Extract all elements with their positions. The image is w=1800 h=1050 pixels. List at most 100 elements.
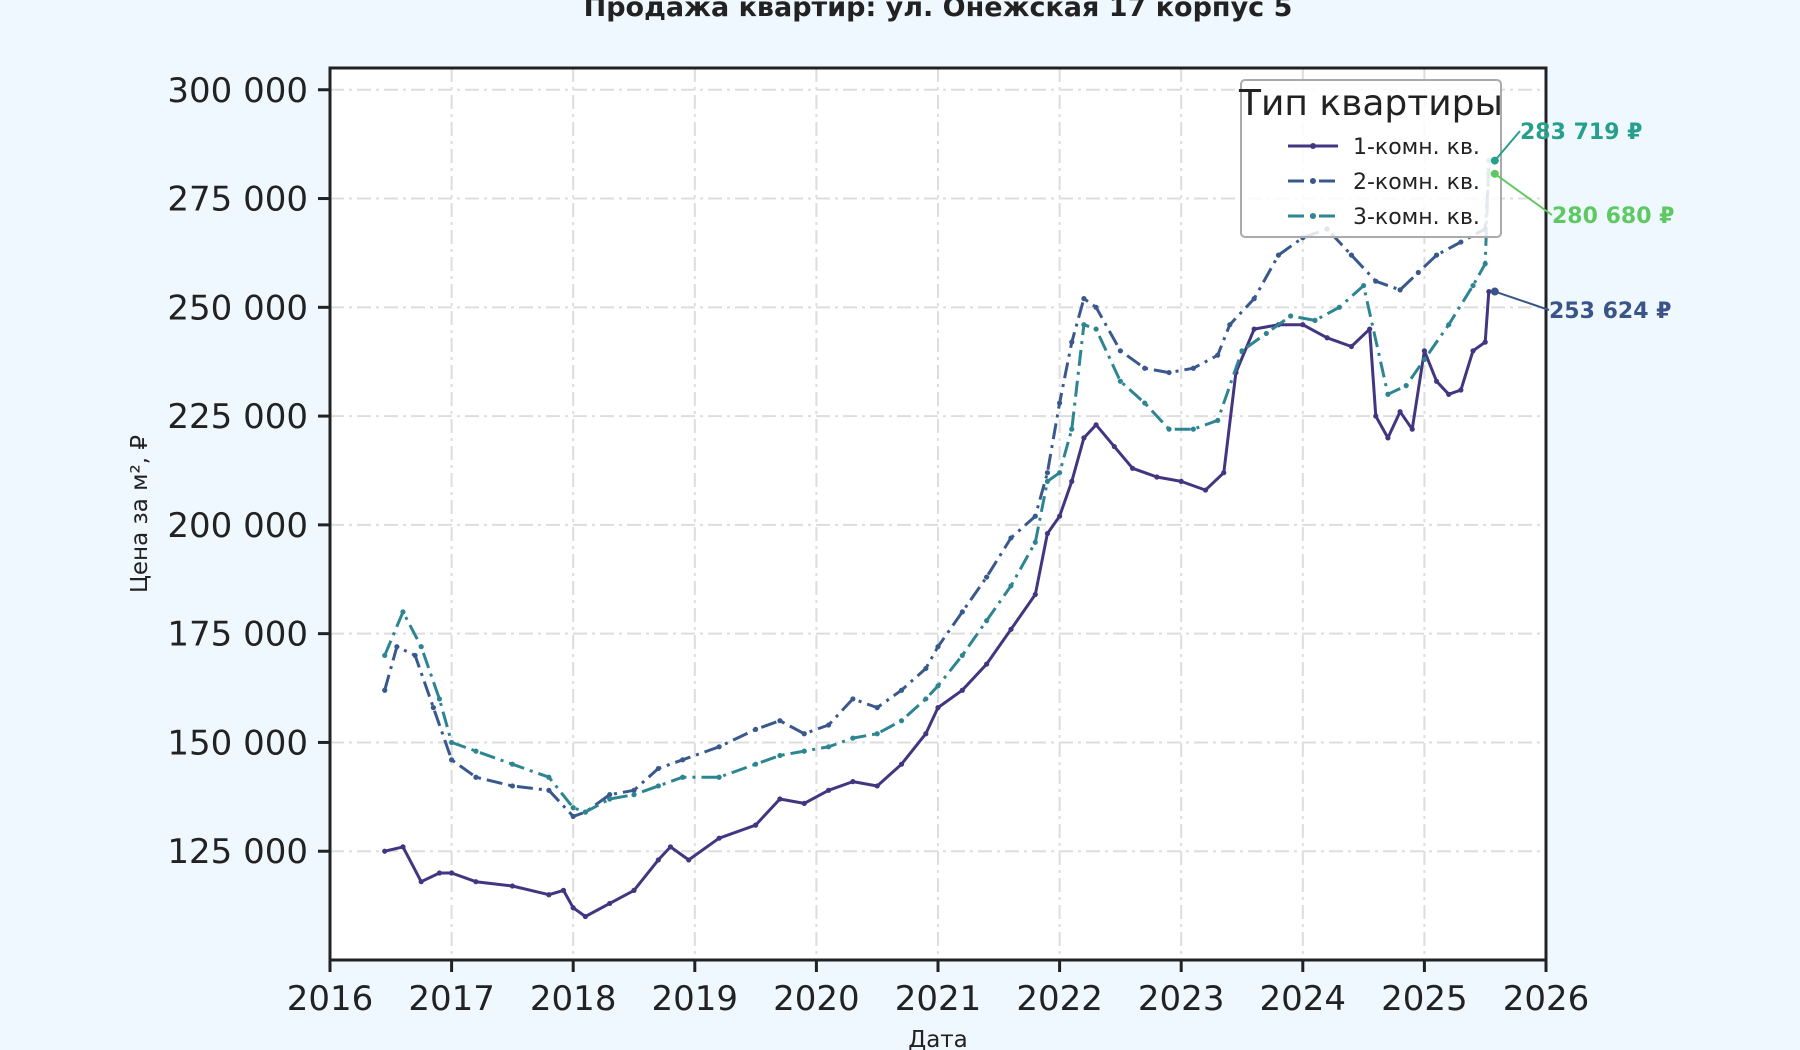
series-3-point <box>1470 282 1476 289</box>
legend-marker <box>1310 178 1316 184</box>
x-tick-label: 2025 <box>1381 979 1468 1019</box>
x-tick-label: 2020 <box>773 979 860 1019</box>
legend-item-label: 1-комн. кв. <box>1353 135 1480 160</box>
series-1-point <box>935 705 941 711</box>
y-tick-label: 200 000 <box>167 506 308 546</box>
series-layer <box>382 157 1492 920</box>
series-1-point <box>436 870 443 876</box>
legend-items: 1-комн. кв. 2-комн. кв. 3-комн. кв. <box>1288 135 1480 230</box>
series-1-point <box>1202 487 1209 493</box>
series-2-point <box>655 765 661 772</box>
series-3-point <box>1142 400 1148 406</box>
annotation-arrowhead <box>1490 287 1499 296</box>
series-3-point <box>1044 478 1051 484</box>
series-3-point <box>680 774 686 780</box>
x-tick-label: 2021 <box>895 979 982 1019</box>
series-1-point <box>607 900 613 907</box>
series-1-point <box>1111 443 1117 450</box>
series-1-point <box>1482 339 1488 345</box>
series-2-point <box>1008 535 1014 541</box>
series-2-point <box>1275 252 1282 258</box>
legend-marker <box>1310 213 1316 219</box>
series-3-point <box>1166 426 1172 432</box>
series-3-point <box>1263 330 1269 337</box>
series-2-point <box>1215 352 1221 358</box>
series-2-point <box>570 813 576 820</box>
series-3-point <box>1446 322 1452 328</box>
x-axis-label: Дата <box>908 1027 968 1050</box>
series-3-point <box>984 618 990 624</box>
series-3-point <box>582 809 588 815</box>
series-1-point <box>1397 409 1403 415</box>
series-3-point <box>1336 304 1342 310</box>
series-3-point <box>382 652 388 659</box>
legend[interactable]: Тип квартиры 1-комн. кв. 2-комн. кв. 3-ком… <box>1238 79 1503 238</box>
legend-marker <box>1310 143 1316 149</box>
x-tick-label: 2016 <box>287 979 374 1019</box>
series-1-point <box>546 892 552 898</box>
series-2-point <box>874 705 880 711</box>
series-1-point <box>1373 413 1379 419</box>
annotation-label: 253 624 ₽ <box>1549 299 1671 324</box>
y-tick-label: 275 000 <box>167 180 308 220</box>
series-1-point <box>898 761 905 767</box>
series-1-point <box>1409 426 1415 432</box>
series-1-point <box>753 822 759 828</box>
series-1-point <box>825 787 832 793</box>
series-3-point <box>923 696 929 702</box>
x-tick-label: 2023 <box>1138 979 1225 1019</box>
series-3-point <box>546 774 552 780</box>
series-1-point <box>984 661 990 667</box>
series-2-point <box>449 757 455 763</box>
annotation-arrowhead <box>1490 156 1499 165</box>
series-3-point <box>850 735 856 741</box>
series-2-point <box>607 792 613 798</box>
series-1-point <box>1069 478 1075 484</box>
series-3-point <box>1361 282 1367 289</box>
series-3-point <box>509 761 515 767</box>
series-2-point <box>1373 278 1379 284</box>
annotation-arrowhead <box>1490 169 1499 178</box>
series-3-point <box>935 683 941 689</box>
series-2-point <box>1044 470 1051 476</box>
series-3-point <box>777 752 783 759</box>
annotation-label: 280 680 ₽ <box>1552 204 1674 229</box>
series-1-point <box>1129 465 1136 471</box>
series-3-point <box>801 748 807 754</box>
series-2-point <box>430 705 436 711</box>
series-2-point <box>777 718 783 724</box>
legend-title: Тип квартиры <box>1238 83 1503 124</box>
series-1-point <box>1470 348 1476 354</box>
series-1-point <box>1324 335 1330 341</box>
series-2-point <box>394 644 400 650</box>
series-2-point <box>801 731 807 737</box>
series-1-point <box>1446 391 1452 397</box>
series-2-point <box>382 687 388 693</box>
series-3-point <box>753 761 759 767</box>
series-3-point <box>473 748 479 754</box>
series-2-point <box>1397 287 1403 293</box>
series-2-point <box>1190 365 1196 371</box>
series-2-point <box>680 757 686 763</box>
annotation-arrow <box>1494 130 1521 162</box>
series-1-point <box>560 887 567 893</box>
series-2-point <box>984 574 990 580</box>
annotation-label: 283 719 ₽ <box>1520 120 1642 145</box>
series-2-point <box>716 744 722 750</box>
series-1-point <box>1057 513 1063 519</box>
series-2-point <box>509 783 515 789</box>
series-2-point <box>546 787 552 793</box>
series-1-point <box>1300 322 1306 328</box>
series-1-point <box>1385 435 1391 441</box>
series-2-point <box>1057 400 1063 406</box>
series-1-point <box>777 796 783 802</box>
series-3-point <box>1312 317 1318 323</box>
legend-box <box>1240 79 1502 238</box>
series-3-point <box>1008 583 1014 589</box>
x-tick-label: 2024 <box>1260 979 1347 1019</box>
x-tick-label: 2018 <box>530 979 617 1019</box>
series-3-point <box>1288 313 1294 319</box>
series-2-point <box>959 609 965 615</box>
series-2-point <box>1142 365 1148 371</box>
